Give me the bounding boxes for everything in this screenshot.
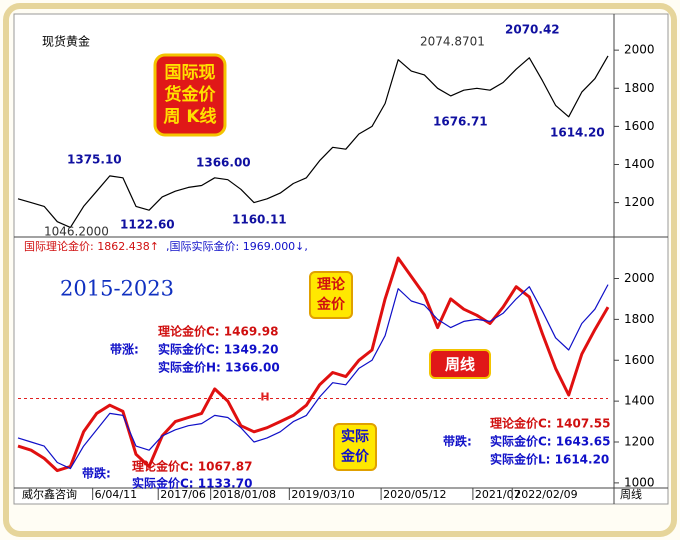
series-line bbox=[17, 55, 609, 228]
note: 带涨: bbox=[110, 342, 139, 357]
y-tick-label: 2000 bbox=[624, 43, 655, 57]
box-text: 国际现 bbox=[165, 63, 216, 83]
note: 带跌: bbox=[443, 434, 472, 449]
note: 实际金价C: 1133.70 bbox=[132, 476, 252, 491]
box-text: 货金价 bbox=[165, 84, 217, 105]
period-label: 周线 bbox=[620, 487, 642, 501]
y-tick-label: 1800 bbox=[624, 81, 655, 95]
y-tick-label: 1600 bbox=[624, 119, 655, 133]
frame bbox=[3, 3, 677, 537]
tag: 周线 bbox=[445, 356, 475, 374]
note: 带跌: bbox=[82, 466, 111, 481]
legend-text: ,国际实际金价: 1969.000↓, bbox=[166, 239, 308, 253]
tag-box bbox=[429, 349, 491, 379]
annotation: 1122.60 bbox=[120, 218, 175, 232]
note: 理论金价C: 1407.55 bbox=[490, 416, 610, 431]
series-line bbox=[17, 284, 609, 470]
box-text: 实际 bbox=[341, 428, 369, 445]
x-tick-label: 2021/07 bbox=[475, 488, 521, 501]
note: 实际金价C: 1643.65 bbox=[490, 434, 610, 449]
panel-title: 现货黄金 bbox=[42, 34, 90, 49]
x-tick-label: 2018/01/08 bbox=[213, 488, 276, 501]
y-tick-label: 1000 bbox=[624, 475, 655, 489]
series-line bbox=[17, 256, 610, 473]
annotation: 1160.11 bbox=[232, 213, 287, 227]
y-tick-label: 2000 bbox=[624, 271, 655, 285]
x-tick-label: 2017/06 bbox=[160, 488, 206, 501]
annotation: 2074.8701 bbox=[420, 35, 485, 49]
note: 理论金价C: 1469.98 bbox=[158, 324, 278, 339]
box-text: 金价 bbox=[340, 448, 370, 465]
y-tick-label: 1400 bbox=[624, 157, 655, 171]
x-tick-label: 6/04/11 bbox=[95, 488, 137, 501]
period: 2015-2023 bbox=[60, 277, 174, 301]
x-tick-label: 2022/02/09 bbox=[514, 488, 577, 501]
box-text: 金价 bbox=[316, 296, 346, 313]
box-text: 周 K线 bbox=[163, 106, 216, 127]
y-tick-label: 1600 bbox=[624, 353, 655, 367]
note: 实际金价L: 1614.20 bbox=[490, 452, 609, 467]
plot-bg bbox=[13, 13, 669, 505]
annotation: 1046.2000 bbox=[44, 225, 109, 239]
annotation: 1676.71 bbox=[433, 115, 488, 129]
h-label: H bbox=[260, 390, 269, 403]
annotation: 2070.42 bbox=[505, 23, 560, 37]
box bbox=[309, 271, 353, 319]
annotation: 1614.20 bbox=[550, 126, 605, 140]
annotation: 1375.10 bbox=[67, 153, 122, 167]
title-box bbox=[153, 53, 227, 137]
note: 实际金价C: 1349.20 bbox=[158, 342, 278, 357]
box-text: 理论 bbox=[317, 276, 346, 293]
x-tick-label: 2019/03/10 bbox=[291, 488, 354, 501]
note: 理论金价C: 1067.87 bbox=[132, 459, 252, 474]
note: 实际金价H: 1366.00 bbox=[158, 360, 280, 375]
y-tick-label: 1200 bbox=[624, 195, 655, 209]
legend-text: 国际理论金价: 1862.438↑ bbox=[24, 239, 159, 253]
y-tick-label: 1400 bbox=[624, 394, 655, 408]
source: 威尔鑫咨询 bbox=[22, 487, 77, 501]
box bbox=[333, 423, 377, 471]
annotation: 1366.00 bbox=[196, 156, 251, 170]
y-tick-label: 1800 bbox=[624, 312, 655, 326]
x-tick-label: 2020/05/12 bbox=[383, 488, 446, 501]
y-tick-label: 1200 bbox=[624, 435, 655, 449]
